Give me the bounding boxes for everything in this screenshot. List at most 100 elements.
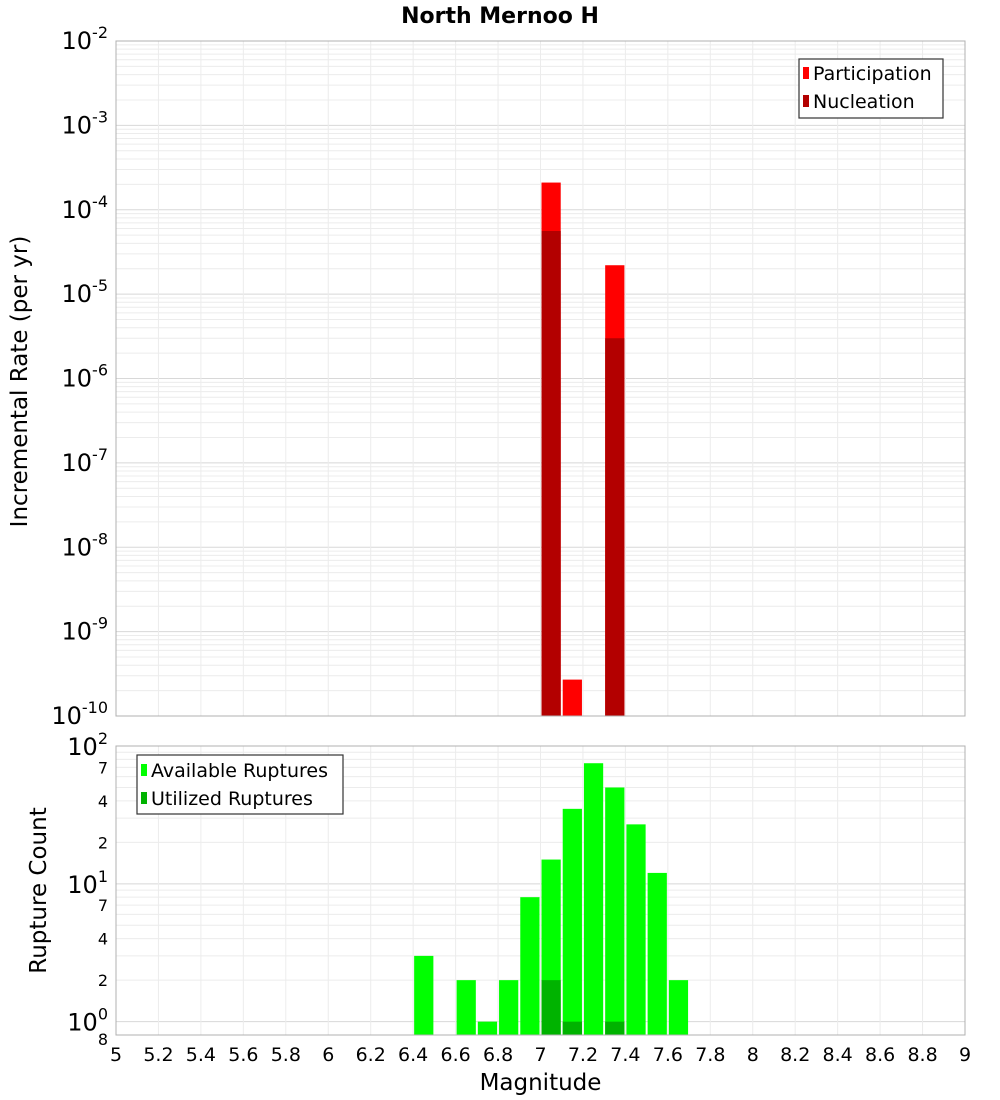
x-axis-label: Magnitude [480,1070,602,1096]
count-bar-available-ruptures [499,980,519,1035]
rate-y-tick-label: 10-8 [62,529,109,561]
rate-y-axis-label: Incremental Rate (per yr) [7,236,33,528]
rate-bar-nucleation [605,338,625,716]
rate-y-tick-label: 10-3 [62,107,109,139]
rate-y-tick-label-base: 10 [62,365,93,393]
x-tick-label: 5.6 [228,1044,258,1066]
count-y-major-tick-label-base: 10 [67,733,98,761]
count-legend-entry: Utilized Ruptures [151,788,313,810]
count-y-major-tick-label: 100 [67,1005,108,1037]
rate-legend-swatch [803,95,809,107]
count-bar-available-ruptures [520,897,540,1035]
x-tick-label: 6.6 [440,1044,470,1066]
count-bar-available-ruptures [605,787,625,1035]
x-tick-label: 5.4 [186,1044,216,1066]
x-tick-label: 8.4 [823,1044,853,1066]
count-bar-available-ruptures [414,955,434,1035]
count-legend: Available Ruptures Utilized Ruptures [136,754,344,815]
count-legend-box [136,754,344,815]
x-tick-label: 7.6 [653,1044,683,1066]
count-plot-frame [115,745,966,1036]
count-y-minor-tick-label: 2 [98,971,108,990]
count-y-major-tick-label-exp: 2 [98,729,108,748]
count-bar-available-ruptures [562,808,582,1035]
rate-y-tick-label-exp: -7 [92,445,108,464]
rate-y-tick-label-exp: -6 [92,361,108,380]
rate-y-tick-label: 10-5 [62,276,109,308]
count-y-major-tick-label: 102 [67,729,108,761]
rate-y-tick-label: 10-7 [62,445,109,477]
rate-legend-swatch [803,67,809,79]
chart-title: North Mernoo H [401,4,599,29]
rate-bar-nucleation [541,230,561,716]
x-tick-label: 6.2 [356,1044,386,1066]
count-bar-available-ruptures [668,980,689,1035]
rate-y-tick-label-exp: -2 [92,23,108,42]
count-y-major-tick-label-base: 10 [67,1009,98,1037]
count-y-major-tick-label-base: 10 [67,871,98,899]
count-y-axis-label: Rupture Count [26,807,52,973]
rate-y-tick-label: 10-2 [62,23,109,55]
rate-y-tick-label-base: 10 [51,702,82,730]
rate-y-tick-label-exp: -8 [92,529,108,548]
count-bar-available-ruptures [583,763,604,1035]
rate-y-tick-label-exp: -3 [92,107,108,126]
rate-y-tick-label-base: 10 [62,280,93,308]
count-y-minor-tick-label: 7 [98,896,108,915]
rate-legend-entry: Participation [813,63,932,85]
count-bar-available-ruptures [456,980,476,1035]
count-bar-utilized-ruptures [605,1021,625,1035]
x-tick-label: 6.8 [483,1044,513,1066]
x-tick-label: 5.2 [143,1044,173,1066]
rate-y-tick-label-base: 10 [62,27,93,55]
count-bar-available-ruptures [647,872,667,1035]
rate-y-tick-label-base: 10 [62,618,93,646]
count-panel: 8 2 4 7 2 4 7 5 5.2 5.4 5.6 5.8 6 6.2 6.4 6.6 6.8 7 7.2 7.4… [26,745,971,1096]
count-y-minor-tick-label: 4 [98,930,108,949]
x-tick-label: 8.6 [865,1044,895,1066]
x-tick-label: 9 [959,1044,971,1066]
count-y-major-tick-label-exp: 0 [98,1005,108,1024]
rate-plot-frame [115,40,966,717]
x-tick-label: 6 [322,1044,334,1066]
count-legend-entry: Available Ruptures [151,760,328,782]
count-y-major-tick-label-exp: 1 [98,867,108,886]
rate-y-tick-label-base: 10 [62,533,93,561]
count-legend-swatch [141,764,147,776]
rate-y-tick-label: 10-4 [62,192,109,224]
count-bar-utilized-ruptures [562,1021,582,1035]
count-y-major-tick-label: 101 [67,867,108,899]
rate-y-tick-label: 10-6 [62,361,109,393]
x-tick-label: 7 [534,1044,546,1066]
rate-panel: Participation Nucleation [115,40,966,717]
count-y-minor-tick-label: 4 [98,792,108,811]
count-y-minor-tick-label: 7 [98,758,108,777]
x-tick-label: 7.8 [695,1044,725,1066]
count-bar-utilized-ruptures [541,980,561,1035]
rate-y-tick-label: 10-10 [51,698,108,730]
count-bar-available-ruptures [477,1021,498,1035]
x-tick-label: 7.2 [568,1044,598,1066]
count-y-minor-tick-label: 2 [98,833,108,852]
x-tick-label: 5.8 [271,1044,301,1066]
x-tick-label: 6.4 [398,1044,428,1066]
rate-y-tick-label-exp: -4 [92,192,108,211]
rate-legend-box [798,58,944,119]
x-tick-label: 8.2 [780,1044,810,1066]
rate-y-tick-label-exp: -5 [92,276,108,295]
rate-legend-entry: Nucleation [813,91,915,113]
rate-y-tick-label-exp: -9 [92,614,108,633]
x-tick-label: 5 [110,1044,122,1066]
rate-bar-participation [562,679,582,716]
count-bar-available-ruptures [626,824,646,1035]
rate-y-tick-label-base: 10 [62,111,93,139]
rate-y-tick-label: 10-9 [62,614,109,646]
rate-y-tick-label-base: 10 [62,449,93,477]
count-legend-swatch [141,792,147,804]
x-tick-label: 7.4 [610,1044,640,1066]
rate-legend: Participation Nucleation [798,58,944,119]
rate-y-tick-label-exp: -10 [82,698,108,717]
rate-y-tick-label-base: 10 [62,196,93,224]
count-y-minor-tick-label: 8 [98,1030,108,1049]
x-tick-label: 8 [747,1044,759,1066]
